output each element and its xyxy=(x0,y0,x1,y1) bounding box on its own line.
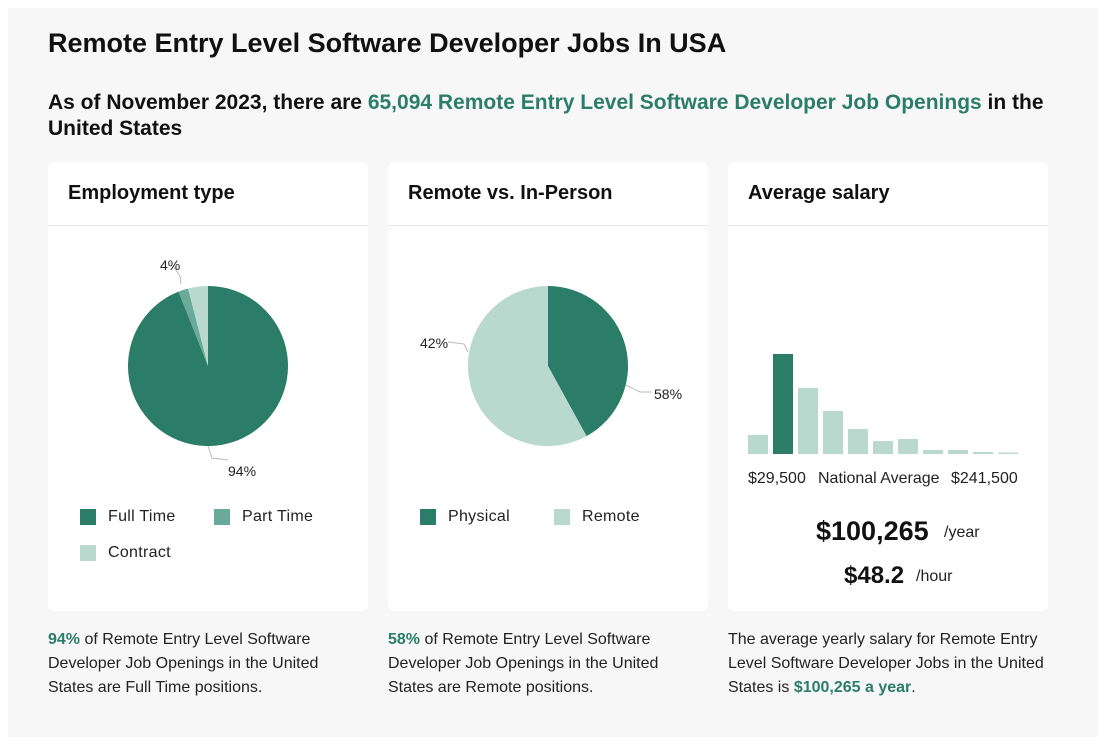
employment-type-card: Employment type 94% 4% Full Time Part Tim… xyxy=(48,162,368,611)
average-salary-title: Average salary xyxy=(748,182,890,204)
salary-caption-amount: $100,265 a year xyxy=(793,679,912,696)
legend-label-physical: Physical xyxy=(448,508,510,525)
remote-vs-in-person-title: Remote vs. In-Person xyxy=(408,182,613,204)
employment-caption-percent: 94% xyxy=(48,631,81,648)
pie-slice-physical xyxy=(548,286,628,437)
hourly-unit: /hour xyxy=(916,568,953,585)
salary-bar xyxy=(998,452,1018,454)
card-divider xyxy=(48,225,368,226)
page-title: Remote Entry Level Software Developer Jo… xyxy=(48,28,727,58)
hourly-salary: $48.2 xyxy=(844,562,905,589)
salary-min-label: $29,500 xyxy=(748,470,806,487)
employment-pie-chart: 94% 4% xyxy=(128,257,288,479)
remote-pie-chart: 42% 58% xyxy=(420,286,682,446)
salary-bar xyxy=(973,452,993,454)
salary-caption: The average yearly salary for Remote Ent… xyxy=(728,628,1058,700)
legend-label-full-time: Full Time xyxy=(108,508,176,525)
card-divider xyxy=(388,225,708,226)
legend-label-remote: Remote xyxy=(582,508,640,525)
yearly-salary: $100,265 xyxy=(816,516,929,546)
headline-highlight: 65,094 Remote Entry Level Software Devel… xyxy=(367,91,982,114)
salary-bar xyxy=(848,429,868,454)
salary-bar xyxy=(923,450,943,454)
employment-caption-text: of Remote Entry Level Software Developer… xyxy=(48,631,319,696)
salary-bar xyxy=(748,435,768,454)
remote-vs-in-person-card: Remote vs. In-Person 42% 58% Physical Rem… xyxy=(388,162,708,611)
pie-data-label: 4% xyxy=(160,257,180,273)
salary-caption-text: The average yearly salary for Remote Ent… xyxy=(728,631,1044,696)
salary-max-label: $241,500 xyxy=(951,470,1018,487)
salary-bar xyxy=(898,439,918,454)
legend-item-remote: Remote xyxy=(554,508,640,526)
pie-slice-remote xyxy=(468,286,587,446)
remote-caption-text: of Remote Entry Level Software Developer… xyxy=(388,631,659,696)
label-leader-line xyxy=(625,384,652,393)
remote-caption: 58% of Remote Entry Level Software Devel… xyxy=(388,628,688,700)
salary-histogram xyxy=(748,354,1018,454)
card-divider xyxy=(728,225,1048,226)
salary-bar xyxy=(773,354,793,454)
pie-data-label: 42% xyxy=(420,335,448,351)
remote-swatch xyxy=(554,509,570,525)
pie-data-label: 58% xyxy=(654,386,682,402)
headline-prefix: As of November 2023, there are xyxy=(48,91,362,114)
contract-swatch xyxy=(80,545,96,561)
remote-caption-percent: 58% xyxy=(388,631,421,648)
salary-caption-period: . xyxy=(911,679,916,696)
pie-data-label: 94% xyxy=(228,463,256,479)
salary-bar xyxy=(873,441,893,454)
employment-type-title: Employment type xyxy=(68,182,235,204)
headline: As of November 2023, there are 65,094 Re… xyxy=(48,90,1058,142)
part-time-swatch xyxy=(214,509,230,525)
legend-item-full-time: Full Time xyxy=(80,508,176,526)
label-leader-line xyxy=(172,265,182,285)
legend-label-part-time: Part Time xyxy=(242,508,314,525)
pie-slice-part-time xyxy=(178,288,208,366)
pie-slice-contract xyxy=(188,286,208,366)
legend-item-contract: Contract xyxy=(80,544,171,562)
legend-item-part-time: Part Time xyxy=(214,508,313,526)
average-salary-card: Average salary $29,500 National Average … xyxy=(728,162,1048,611)
legend-label-contract: Contract xyxy=(108,544,171,561)
label-leader-line xyxy=(207,445,229,461)
headline-suffix: in the United States xyxy=(48,91,1044,140)
yearly-unit: /year xyxy=(944,524,980,541)
salary-bar xyxy=(798,388,818,454)
label-leader-line xyxy=(447,341,469,353)
full-time-swatch xyxy=(80,509,96,525)
national-average-label: National Average xyxy=(818,470,940,487)
physical-swatch xyxy=(420,509,436,525)
salary-bar xyxy=(823,411,843,454)
legend-item-physical: Physical xyxy=(420,508,510,526)
salary-bar xyxy=(948,450,968,454)
employment-caption: 94% of Remote Entry Level Software Devel… xyxy=(48,628,348,700)
